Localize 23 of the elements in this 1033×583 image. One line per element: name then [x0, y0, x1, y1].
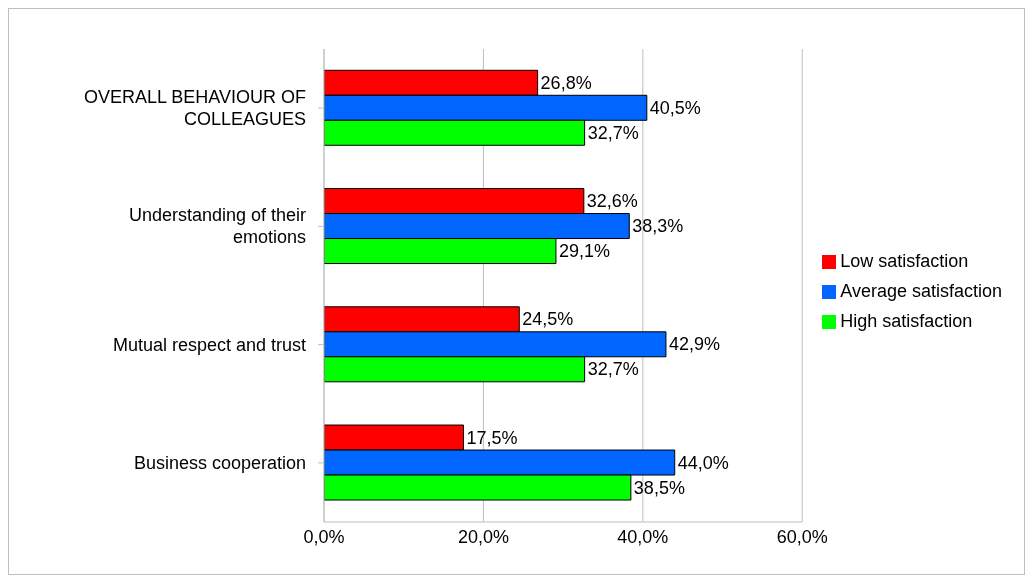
data-label: 32,7% [587, 359, 639, 380]
legend-label: Low satisfaction [840, 250, 969, 271]
data-label: 32,7% [587, 122, 639, 143]
x-tick-label: 20,0% [457, 526, 509, 547]
y-tick-label: Understanding of their emotions [128, 205, 306, 248]
data-label: 32,6% [586, 191, 638, 212]
legend-label: High satisfaction [840, 310, 973, 331]
legend-label: Average satisfaction [840, 280, 1002, 301]
data-label: 17,5% [466, 427, 518, 448]
x-tick-label: 40,0% [617, 526, 669, 547]
y-tick-label: Business cooperation [133, 452, 306, 473]
y-tick-label: OVERALL BEHAVIOUR OF COLLEAGUES [83, 87, 306, 130]
x-tick-label: 60,0% [776, 526, 828, 547]
data-label: 38,3% [632, 216, 684, 237]
data-label: 26,8% [540, 72, 592, 93]
data-label: 29,1% [558, 241, 610, 262]
data-label: 42,9% [668, 334, 720, 355]
data-label: 24,5% [522, 309, 574, 330]
data-label: 44,0% [677, 452, 729, 473]
data-label: 38,5% [633, 477, 685, 498]
x-tick-label: 0,0% [303, 526, 345, 547]
data-label: 40,5% [649, 97, 701, 118]
y-tick-label: Mutual respect and trust [112, 334, 306, 355]
